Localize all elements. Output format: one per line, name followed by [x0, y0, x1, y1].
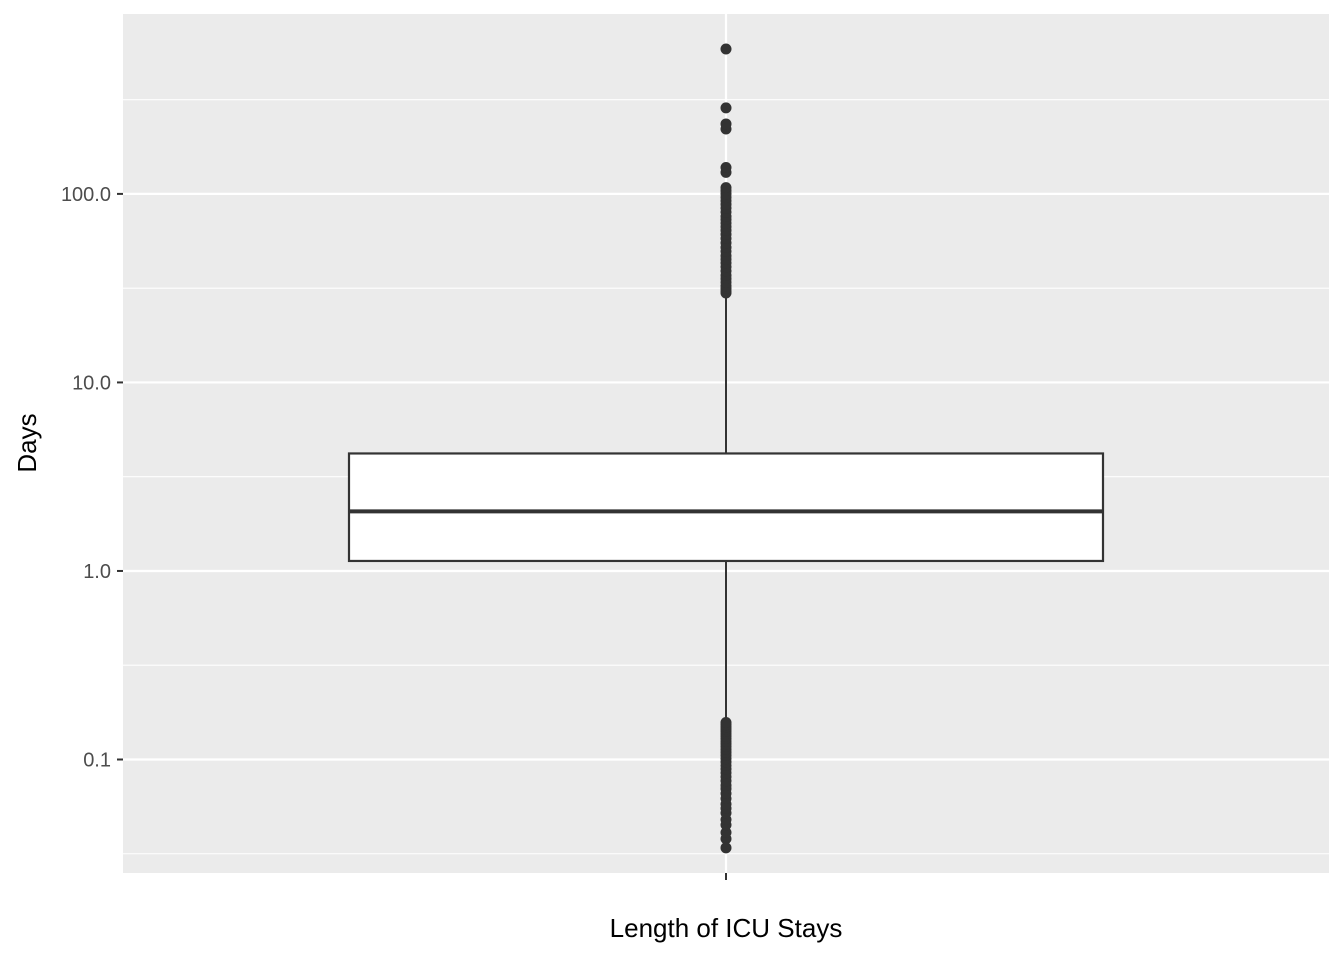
outlier-point	[720, 118, 732, 130]
outlier-points	[720, 43, 732, 854]
y-tick-label: 0.1	[83, 749, 111, 771]
outlier-point	[720, 842, 732, 854]
x-axis-title: Length of ICU Stays	[610, 913, 843, 943]
outlier-point	[720, 43, 732, 55]
outlier-point	[720, 717, 732, 729]
y-axis-title: Days	[12, 413, 42, 472]
outlier-point	[720, 162, 732, 174]
y-tick-label: 1.0	[83, 561, 111, 583]
outlier-point	[720, 102, 732, 114]
outlier-point	[720, 826, 732, 838]
iqr-box	[347, 452, 1105, 563]
y-axis: 0.1 1.0 10.0 100.0	[61, 184, 123, 771]
outlier-point	[720, 182, 732, 194]
y-tick-label: 10.0	[72, 372, 111, 394]
y-tick-label: 100.0	[61, 184, 111, 206]
box	[347, 452, 1105, 563]
